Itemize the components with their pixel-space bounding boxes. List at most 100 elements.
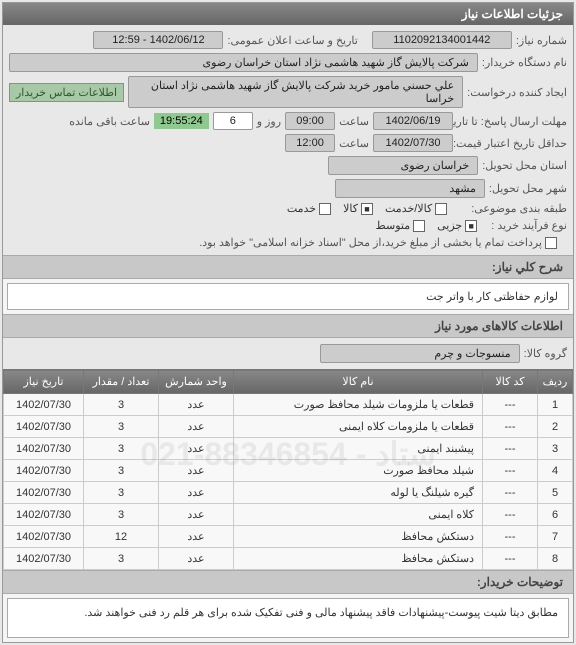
table-cell: عدد bbox=[159, 482, 234, 504]
checkbox-icon bbox=[545, 237, 557, 249]
col-row: ردیف bbox=[538, 370, 573, 394]
need-no-field: 1102092134001442 bbox=[372, 31, 512, 49]
announce-field: 1402/06/12 - 12:59 bbox=[93, 31, 223, 49]
col-date: تاریخ نیاز bbox=[4, 370, 84, 394]
table-row[interactable]: 4---شیلد محافظ صورتعدد31402/07/30 bbox=[4, 460, 573, 482]
table-cell: 7 bbox=[538, 526, 573, 548]
table-row[interactable]: 6---کلاه ایمنیعدد31402/07/30 bbox=[4, 504, 573, 526]
deadline-time-field: 09:00 bbox=[285, 112, 335, 130]
pk-svc-label: خدمت bbox=[287, 202, 316, 215]
table-cell: 1402/07/30 bbox=[4, 416, 84, 438]
valid-label: حداقل تاریخ اعتبار قیمت: تا تاریخ: bbox=[457, 137, 567, 150]
remain-label: ساعت باقی مانده bbox=[69, 115, 150, 128]
notes-text: مطابق دیتا شیت پیوست-پیشنهادات فاقد پیشن… bbox=[7, 598, 569, 638]
table-cell: قطعات یا ملزومات شیلد محافظ صورت bbox=[234, 394, 483, 416]
day-hour-label: روز و bbox=[257, 115, 281, 128]
table-cell: عدد bbox=[159, 416, 234, 438]
desc-text: لوازم حفاظتی کار با واتر جت bbox=[7, 283, 569, 310]
table-cell: 1402/07/30 bbox=[4, 526, 84, 548]
purchase-note-label: پرداخت تمام یا بخشی از مبلغ خرید،از محل … bbox=[199, 236, 542, 249]
col-unit: واحد شمارش bbox=[159, 370, 234, 394]
group-field: منسوجات و چرم bbox=[320, 344, 520, 363]
table-cell: --- bbox=[483, 504, 538, 526]
contact-button[interactable]: اطلاعات تماس خریدار bbox=[9, 83, 124, 102]
buyer-field: شرکت پالایش گاز شهید هاشمی نژاد استان خر… bbox=[9, 53, 478, 72]
table-cell: گیره شیلنگ یا لوله bbox=[234, 482, 483, 504]
purchase-group: جزیی متوسط bbox=[376, 219, 478, 232]
col-code: کد کالا bbox=[483, 370, 538, 394]
time-label-1: ساعت bbox=[339, 115, 369, 128]
table-cell: پیشبند ایمنی bbox=[234, 438, 483, 460]
items-header: اطلاعات کالاهای مورد نیاز bbox=[3, 314, 573, 338]
table-cell: عدد bbox=[159, 548, 234, 570]
table-cell: 1 bbox=[538, 394, 573, 416]
table-row[interactable]: 3---پیشبند ایمنیعدد31402/07/30 bbox=[4, 438, 573, 460]
packaging-group: کالا/خدمت کالا خدمت bbox=[287, 202, 447, 215]
table-cell: 3 bbox=[84, 416, 159, 438]
checkbox-icon bbox=[413, 220, 425, 232]
table-cell: 3 bbox=[84, 394, 159, 416]
table-row[interactable]: 7---دستکش محافظعدد121402/07/30 bbox=[4, 526, 573, 548]
table-cell: 6 bbox=[538, 504, 573, 526]
notes-label: توضیحات خریدار: bbox=[3, 570, 573, 594]
table-cell: شیلد محافظ صورت bbox=[234, 460, 483, 482]
pk-svc-option[interactable]: خدمت bbox=[287, 202, 331, 215]
pk-goods-option[interactable]: کالا bbox=[343, 202, 373, 215]
table-cell: 1402/07/30 bbox=[4, 548, 84, 570]
table-cell: 3 bbox=[84, 460, 159, 482]
p-medium-label: متوسط bbox=[376, 219, 411, 232]
checkbox-checked-icon bbox=[361, 203, 373, 215]
p-medium-option[interactable]: متوسط bbox=[376, 219, 426, 232]
time-label-2: ساعت bbox=[339, 137, 369, 150]
table-row[interactable]: 1---قطعات یا ملزومات شیلد محافظ صورتعدد3… bbox=[4, 394, 573, 416]
valid-date-field: 1402/07/30 bbox=[373, 134, 453, 152]
table-cell: 3 bbox=[84, 438, 159, 460]
table-cell: عدد bbox=[159, 394, 234, 416]
p-partial-option[interactable]: جزیی bbox=[437, 219, 477, 232]
table-row[interactable]: 2---قطعات یا ملزومات کلاه ایمنیعدد31402/… bbox=[4, 416, 573, 438]
deadline-label: مهلت ارسال پاسخ: تا تاریخ: bbox=[457, 115, 567, 128]
items-table: ردیف کد کالا نام کالا واحد شمارش تعداد /… bbox=[3, 369, 573, 570]
table-row[interactable]: 8---دستکش محافظعدد31402/07/30 bbox=[4, 548, 573, 570]
days-field: 6 bbox=[213, 112, 253, 130]
checkbox-icon bbox=[435, 203, 447, 215]
table-cell: 1402/07/30 bbox=[4, 504, 84, 526]
table-cell: --- bbox=[483, 438, 538, 460]
purchase-note-option[interactable]: پرداخت تمام یا بخشی از مبلغ خرید،از محل … bbox=[199, 236, 557, 249]
table-cell: دستکش محافظ bbox=[234, 526, 483, 548]
table-cell: 5 bbox=[538, 482, 573, 504]
checkbox-icon bbox=[319, 203, 331, 215]
table-cell: 12 bbox=[84, 526, 159, 548]
col-name: نام کالا bbox=[234, 370, 483, 394]
table-cell: 3 bbox=[84, 482, 159, 504]
form-section: شماره نیاز: 1102092134001442 تاریخ و ساع… bbox=[3, 25, 573, 255]
table-cell: 2 bbox=[538, 416, 573, 438]
table-cell: --- bbox=[483, 482, 538, 504]
table-cell: عدد bbox=[159, 504, 234, 526]
table-cell: عدد bbox=[159, 438, 234, 460]
col-qty: تعداد / مقدار bbox=[84, 370, 159, 394]
table-cell: 3 bbox=[84, 504, 159, 526]
table-cell: --- bbox=[483, 548, 538, 570]
province-label: استان محل تحویل: bbox=[482, 159, 567, 172]
creator-label: ایجاد کننده درخواست: bbox=[467, 86, 567, 99]
pk-service-label: کالا/خدمت bbox=[385, 202, 432, 215]
table-header-row: ردیف کد کالا نام کالا واحد شمارش تعداد /… bbox=[4, 370, 573, 394]
main-panel: جزئیات اطلاعات نیاز شماره نیاز: 11020921… bbox=[2, 2, 574, 643]
valid-time-field: 12:00 bbox=[285, 134, 335, 152]
announce-label: تاریخ و ساعت اعلان عمومی: bbox=[227, 34, 357, 47]
group-label: گروه کالا: bbox=[524, 347, 567, 360]
buyer-label: نام دستگاه خریدار: bbox=[482, 56, 567, 69]
remain-time-field: 19:55:24 bbox=[154, 113, 209, 129]
checkbox-checked-icon bbox=[465, 220, 477, 232]
city-field: مشهد bbox=[335, 179, 485, 198]
table-cell: 3 bbox=[538, 438, 573, 460]
pk-service-option[interactable]: کالا/خدمت bbox=[385, 202, 447, 215]
table-cell: عدد bbox=[159, 526, 234, 548]
purchase-label: نوع فرآیند خرید : bbox=[491, 219, 567, 232]
need-no-label: شماره نیاز: bbox=[516, 34, 567, 47]
table-cell: --- bbox=[483, 394, 538, 416]
table-cell: --- bbox=[483, 460, 538, 482]
table-row[interactable]: 5---گیره شیلنگ یا لولهعدد31402/07/30 bbox=[4, 482, 573, 504]
table-cell: قطعات یا ملزومات کلاه ایمنی bbox=[234, 416, 483, 438]
